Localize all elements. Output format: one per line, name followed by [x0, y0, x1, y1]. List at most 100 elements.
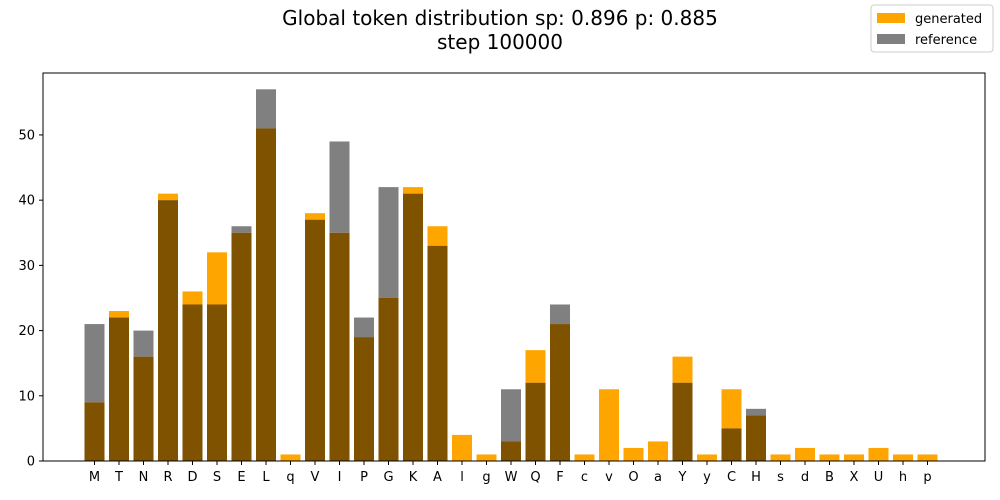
- bar-overlap-M-0: [84, 402, 105, 461]
- bars-layer: [84, 89, 938, 461]
- x-tick-label-H-27: H: [751, 470, 761, 485]
- bar-generated-q-8: [280, 454, 301, 461]
- x-tick-label-E-6: E: [237, 470, 245, 485]
- legend-swatch-generated: [877, 13, 905, 23]
- bar-reference-F-19: [550, 304, 570, 325]
- legend-label-generated: generated: [915, 12, 982, 27]
- x-tick-label-Y-24: Y: [678, 470, 687, 485]
- x-tick-label-M-0: M: [89, 470, 100, 485]
- bar-generated-l-15: [452, 434, 472, 461]
- y-tick-label-0: 0: [27, 455, 35, 470]
- x-tick-label-C-26: C: [727, 470, 736, 485]
- bar-reference-P-11: [354, 317, 374, 338]
- bar-reference-M-0: [84, 324, 105, 403]
- x-tick-label-p-34: p: [923, 470, 931, 485]
- bar-generated-d-29: [795, 447, 815, 461]
- bar-overlap-H-27: [746, 415, 766, 461]
- bar-reference-G-12: [378, 187, 399, 298]
- bar-generated-g-16: [476, 454, 497, 461]
- bar-overlap-Q-18: [525, 382, 546, 461]
- bar-reference-H-27: [746, 408, 766, 416]
- bar-generated-B-30: [819, 454, 840, 461]
- x-tick-label-K-13: K: [409, 470, 418, 485]
- bar-generated-O-22: [623, 447, 644, 461]
- x-tick-label-v-21: v: [605, 470, 613, 485]
- bar-overlap-F-19: [550, 324, 570, 461]
- x-tick-label-I-10: I: [338, 470, 342, 485]
- chart-title: Global token distribution sp: 0.896 p: 0…: [282, 6, 718, 30]
- bar-generated-c-20: [574, 454, 595, 461]
- legend-label-reference: reference: [915, 33, 977, 48]
- x-tick-label-P-11: P: [360, 470, 368, 485]
- bar-overlap-A-14: [427, 245, 448, 461]
- bar-reference-N-2: [133, 330, 154, 357]
- y-tick-label-50: 50: [18, 128, 35, 143]
- x-tick-label-c-20: c: [581, 470, 588, 485]
- bar-overlap-L-7: [256, 128, 276, 461]
- bar-generated-h-33: [893, 454, 913, 461]
- x-tick-label-h-33: h: [899, 470, 907, 485]
- x-tick-label-a-23: a: [654, 470, 662, 485]
- bar-generated-v-21: [599, 389, 619, 461]
- bar-generated-Y-24: [672, 356, 693, 383]
- bar-generated-a-23: [648, 441, 668, 461]
- bar-generated-p-34: [917, 454, 938, 461]
- bar-overlap-D-4: [182, 304, 203, 461]
- y-tick-label-20: 20: [18, 324, 35, 339]
- bar-generated-Q-18: [525, 350, 546, 383]
- bar-overlap-E-6: [231, 232, 252, 461]
- bar-overlap-I-10: [329, 232, 350, 461]
- bar-generated-U-32: [868, 447, 889, 461]
- bar-reference-W-17: [501, 389, 521, 442]
- bar-overlap-C-26: [721, 428, 742, 461]
- bar-generated-R-3: [158, 193, 178, 201]
- bar-generated-K-13: [403, 187, 423, 194]
- bar-overlap-K-13: [403, 193, 423, 461]
- bar-overlap-W-17: [501, 441, 521, 461]
- x-tick-label-U-32: U: [874, 470, 884, 485]
- bar-overlap-P-11: [354, 337, 374, 461]
- x-tick-label-V-9: V: [311, 470, 320, 485]
- chart-subtitle: step 100000: [437, 30, 563, 54]
- x-tick-label-s-28: s: [777, 470, 784, 485]
- plot-frame: [42, 72, 986, 462]
- bar-reference-I-10: [329, 141, 350, 233]
- bar-generated-s-28: [770, 454, 791, 461]
- bar-generated-V-9: [305, 213, 325, 220]
- x-tick-label-G-12: G: [383, 470, 393, 485]
- x-tick-label-l-15: l: [460, 470, 464, 485]
- x-tick-label-X-31: X: [850, 470, 859, 485]
- x-tick-label-g-16: g: [482, 470, 490, 485]
- x-tick-label-T-1: T: [114, 470, 123, 485]
- bar-generated-D-4: [182, 291, 203, 305]
- bar-overlap-Y-24: [672, 382, 693, 461]
- x-tick-label-d-29: d: [801, 470, 809, 485]
- bar-overlap-N-2: [133, 356, 154, 461]
- x-tick-label-W-17: W: [505, 470, 518, 485]
- x-tick-label-D-4: D: [187, 470, 197, 485]
- bar-overlap-R-3: [158, 200, 178, 461]
- y-tick-label-10: 10: [18, 389, 35, 404]
- bar-reference-L-7: [256, 89, 276, 129]
- x-tick-label-B-30: B: [825, 470, 834, 485]
- bar-generated-C-26: [721, 389, 742, 429]
- x-tick-label-L-7: L: [262, 470, 270, 485]
- x-tick-label-N-2: N: [139, 470, 149, 485]
- bar-reference-E-6: [231, 226, 252, 233]
- x-tick-label-O-22: O: [628, 470, 638, 485]
- bar-generated-X-31: [844, 454, 864, 461]
- y-tick-label-30: 30: [18, 259, 35, 274]
- x-tick-label-A-14: A: [433, 470, 442, 485]
- bar-overlap-T-1: [109, 317, 129, 461]
- bar-generated-A-14: [427, 226, 448, 246]
- bar-generated-T-1: [109, 311, 129, 318]
- x-tick-label-Q-18: Q: [530, 470, 540, 485]
- x-tick-label-R-3: R: [163, 470, 172, 485]
- x-tick-label-y-25: y: [703, 470, 711, 485]
- bar-generated-y-25: [697, 454, 717, 461]
- x-tick-label-q-8: q: [286, 470, 294, 485]
- legend: generated reference: [870, 4, 994, 53]
- legend-swatch-reference: [877, 34, 905, 44]
